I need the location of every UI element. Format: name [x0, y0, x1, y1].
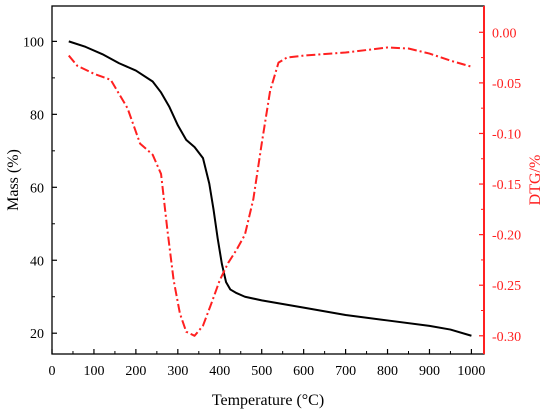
series-layer	[68, 40, 472, 337]
x-tick-label: 800	[377, 364, 398, 379]
x-tick-label: 100	[83, 364, 104, 379]
y2-tick-label: -0.15	[492, 178, 521, 193]
x-tick-label: 500	[251, 364, 272, 379]
y2-tick-label: -0.30	[492, 330, 521, 345]
axes-layer: 0 100 200 300 400 500 600 700 800 900 1000 20 40 60 80…	[23, 26, 521, 379]
y1-tick-label: 100	[23, 35, 44, 50]
left-axis-title: Mass (%)	[5, 149, 22, 211]
y2-tick-label: 0.00	[492, 26, 517, 41]
x-tick-label: 1000	[457, 364, 485, 379]
y1-tick-label: 40	[30, 254, 44, 269]
y2-tick-label: -0.05	[492, 77, 521, 92]
y1-tick-label: 60	[30, 181, 44, 196]
y1-tick-label: 80	[30, 108, 44, 123]
x-tick-label: 0	[49, 364, 56, 379]
x-tick-label: 200	[125, 364, 146, 379]
x-tick-label: 900	[419, 364, 440, 379]
x-tick-label: 400	[209, 364, 230, 379]
y1-tick-label: 20	[30, 327, 44, 342]
mass-series-line	[68, 40, 472, 337]
dtg-series-line	[68, 46, 472, 337]
x-tick-label: 600	[293, 364, 314, 379]
x-tick-label: 700	[335, 364, 356, 379]
y2-tick-label: -0.25	[492, 279, 521, 294]
x-tick-label: 300	[167, 364, 188, 379]
x-axis-title: Temperature (°C)	[212, 392, 324, 409]
y2-tick-label: -0.10	[492, 127, 521, 142]
right-axis-title: DTG/%	[527, 155, 544, 206]
y2-tick-label: -0.20	[492, 229, 521, 244]
